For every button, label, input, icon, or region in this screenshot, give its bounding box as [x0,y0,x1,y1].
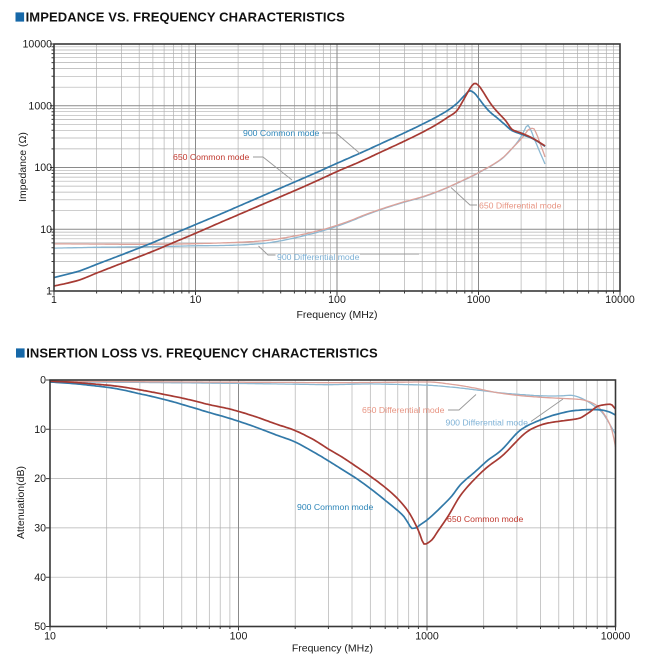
svg-text:100: 100 [34,162,52,174]
svg-text:10000: 10000 [601,631,631,643]
svg-text:20: 20 [34,473,46,485]
svg-text:40: 40 [34,572,46,584]
svg-text:30: 30 [34,523,46,535]
svg-text:100: 100 [328,294,346,306]
svg-text:100: 100 [230,631,248,643]
svg-text:Impedance (Ω): Impedance (Ω) [17,132,29,202]
svg-text:0: 0 [40,375,46,387]
svg-text:Frequency (MHz): Frequency (MHz) [296,309,377,321]
svg-text:900 Common mode: 900 Common mode [297,502,373,512]
svg-text:650 Common mode: 650 Common mode [447,514,523,524]
svg-text:IMPEDANCE VS. FREQUENCY CHARAC: IMPEDANCE VS. FREQUENCY CHARACTERISTICS [26,10,346,25]
svg-text:1000: 1000 [467,294,491,306]
svg-text:Attenuation(dB): Attenuation(dB) [15,466,27,539]
svg-text:INSERTION LOSS VS. FREQUENCY C: INSERTION LOSS VS. FREQUENCY CHARACTERIS… [26,346,378,361]
svg-text:10: 10 [44,631,56,643]
svg-text:650 Differential mode: 650 Differential mode [479,201,562,211]
svg-text:10: 10 [190,294,202,306]
svg-text:1: 1 [46,286,52,298]
svg-text:650 Common mode: 650 Common mode [173,152,249,162]
svg-text:Frequency (MHz): Frequency (MHz) [292,643,373,655]
svg-text:650 Differential mode: 650 Differential mode [362,405,445,415]
svg-text:10: 10 [40,224,52,236]
svg-text:10: 10 [34,424,46,436]
svg-text:1: 1 [51,294,57,306]
svg-text:1000: 1000 [415,631,439,643]
svg-text:900 Common mode: 900 Common mode [243,128,319,138]
svg-text:1000: 1000 [28,100,52,112]
svg-text:10000: 10000 [605,294,635,306]
svg-text:900 Differential mode: 900 Differential mode [277,252,360,262]
svg-text:10000: 10000 [23,39,53,51]
svg-text:50: 50 [34,621,46,633]
svg-text:900 Differential mode: 900 Differential mode [446,418,529,428]
